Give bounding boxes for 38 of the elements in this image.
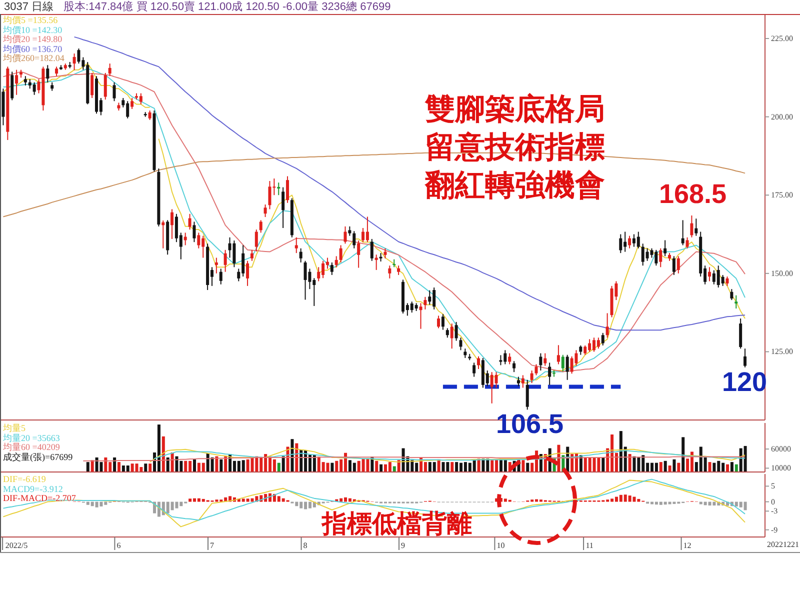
y-tick-label: 150.00 <box>771 268 793 278</box>
x-tick-label: 2022/5 <box>5 541 28 550</box>
y-tick-label: 125.00 <box>771 347 793 356</box>
y-tick-label: 175.00 <box>771 190 793 200</box>
x-tick-label: 11 <box>586 541 594 550</box>
text: 20221221 <box>767 539 799 551</box>
y-tick-label: 60000 <box>771 444 791 454</box>
text: 均量5 <box>3 423 26 434</box>
y-tick-label: 200.00 <box>771 112 793 122</box>
text: 均價20 =149.80 <box>3 34 64 44</box>
x-tick-label: 12 <box>683 541 692 550</box>
chart-title: 3037 日線 <box>4 1 54 13</box>
y-tick-label: 225.00 <box>771 34 793 43</box>
annotation: 指標低檔背離 <box>322 510 472 538</box>
text: 均價10 =142.30 <box>3 24 64 34</box>
x-tick-label: 6 <box>116 541 121 550</box>
text: 均價5 =135.56 <box>3 15 59 26</box>
y-tick-label: 5 <box>771 482 775 491</box>
y-tick-label: 0 <box>771 497 775 506</box>
series-label: DIF-MACD=-2.707 <box>3 493 76 504</box>
x-tick-label: 7 <box>210 541 214 550</box>
x-tick-label: 8 <box>303 541 308 550</box>
chart-subtitle: 股本:147.84億 買 120.50賣 121.00成 120.50 -6.00量 3236總 67699 <box>64 1 391 13</box>
text: 均價260=182.04 <box>3 53 64 64</box>
series-label: 均價60 =136.70 <box>3 44 64 54</box>
annotation: 雙腳築底格局 <box>425 92 605 128</box>
y-tick-label: -3 <box>771 506 778 516</box>
series-label: DIF=-6.619 <box>3 474 47 484</box>
x-tick-label: 10 <box>496 541 505 550</box>
y-tick-label: -9 <box>771 525 778 534</box>
annotation: 翻紅轉強機會 <box>425 168 605 204</box>
series-label: 成交量(張)=67699 <box>3 452 73 462</box>
annotation: 168.5 <box>659 179 727 209</box>
x-tick-label: 9 <box>400 541 405 550</box>
y-tick-label: 10000 <box>771 464 791 473</box>
series-label: MACD9=-3.912 <box>3 484 64 494</box>
text: 均量20 =35663 <box>3 432 61 442</box>
text: 均量60 =40209 <box>3 442 61 452</box>
